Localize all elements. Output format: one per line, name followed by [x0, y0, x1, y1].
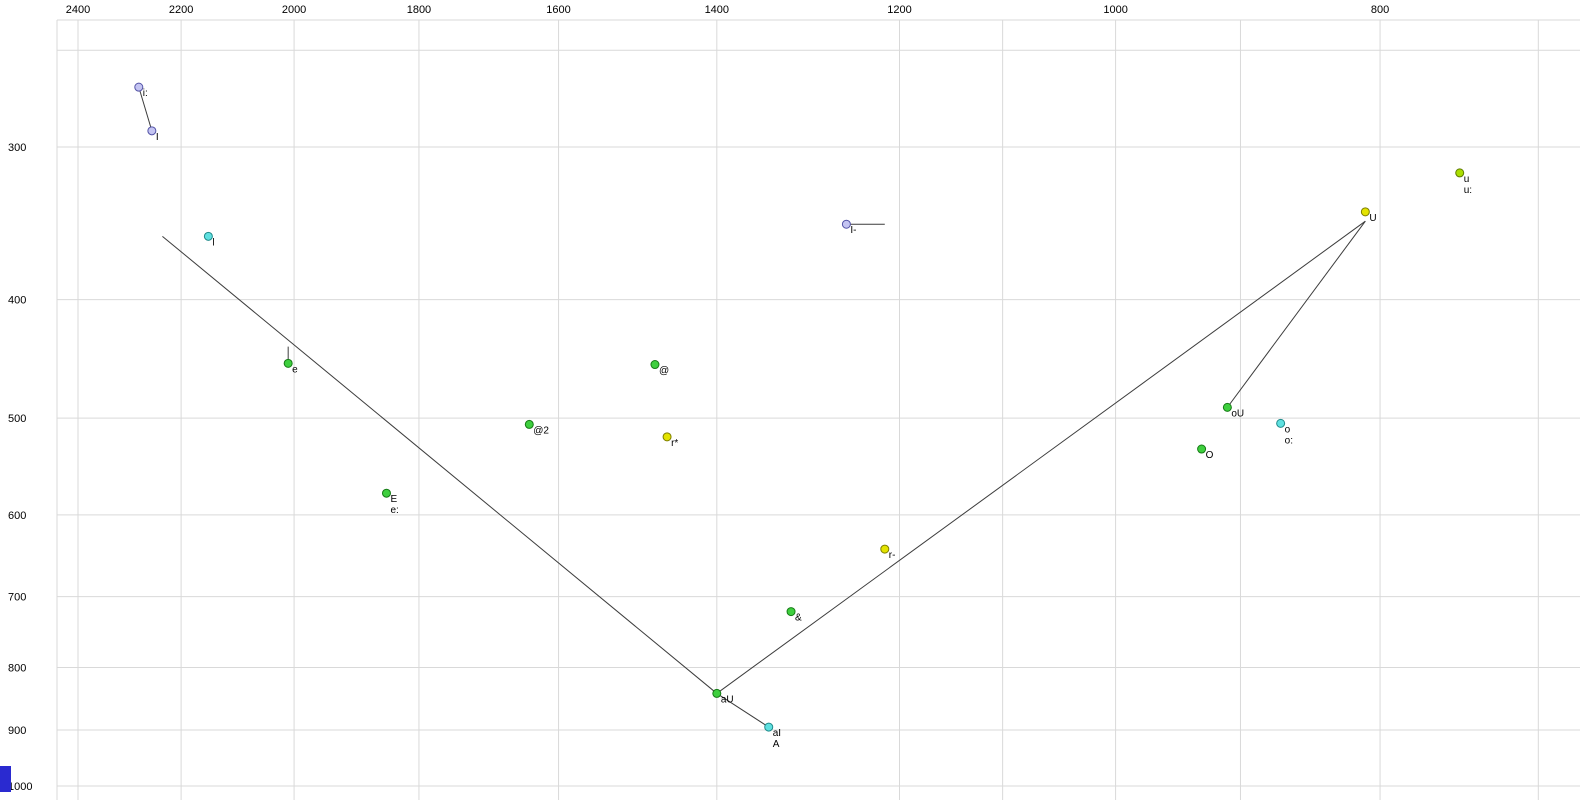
x-tick-label-1400: 1400 — [705, 4, 729, 16]
vowel-point-aU[interactable] — [712, 688, 722, 698]
vowel-label-aI-0: aI — [773, 728, 781, 739]
segment-U-to-oU — [1226, 220, 1366, 408]
vowel-point-E[interactable] — [381, 488, 391, 498]
vowel-point-r*[interactable] — [662, 432, 672, 442]
corner-marker — [0, 766, 11, 792]
vowel-point-@[interactable] — [650, 360, 660, 370]
x-tick-label-1600: 1600 — [546, 4, 570, 16]
vowel-point-&[interactable] — [786, 607, 796, 617]
vowel-point-O[interactable] — [1197, 444, 1207, 454]
x-tick-label-1200: 1200 — [887, 4, 911, 16]
vowel-label-@2-0: @2 — [533, 425, 549, 436]
y-tick-label-700: 700 — [8, 592, 26, 604]
x-tick-label-1800: 1800 — [407, 4, 431, 16]
vowel-label-e-0: e — [292, 364, 298, 375]
x-tick-label-1000: 1000 — [1103, 4, 1127, 16]
vowel-label-o:-1: o: — [1285, 435, 1293, 446]
vowel-point-l[interactable] — [203, 231, 213, 241]
x-tick-label-2000: 2000 — [282, 4, 306, 16]
segment-back-diagonal — [716, 220, 1366, 694]
vowel-point-r-[interactable] — [880, 544, 890, 554]
y-tick-label-900: 900 — [8, 725, 26, 737]
vowel-label-r*-0: r* — [671, 438, 678, 449]
vowel-point-i:[interactable] — [134, 82, 144, 92]
vowel-point-@2[interactable] — [524, 419, 534, 429]
vowel-label-i:-0: i: — [143, 88, 148, 99]
vowel-label-&-0: & — [795, 613, 802, 624]
vowel-point-o:[interactable] — [1276, 418, 1286, 428]
vowel-point-oU[interactable] — [1222, 402, 1232, 412]
vowel-label-I-0: I — [156, 132, 159, 143]
vowel-label-u:-1: u: — [1464, 185, 1472, 196]
y-tick-label-400: 400 — [8, 295, 26, 307]
y-tick-label-300: 300 — [8, 142, 26, 154]
segment-aU-to-aI — [716, 693, 769, 728]
segment-front-diagonal — [162, 235, 718, 694]
vowel-label-oU-0: oU — [1231, 408, 1244, 419]
vowel-label-E-1: e: — [390, 505, 398, 516]
vowel-label-aI-1: A — [773, 739, 780, 750]
y-tick-label-800: 800 — [8, 663, 26, 675]
segment-i-to-I — [138, 86, 153, 131]
x-tick-label-800: 800 — [1371, 4, 1389, 16]
vowel-point-I-[interactable] — [841, 219, 851, 229]
vowel-point-aI[interactable] — [764, 722, 774, 732]
vowel-label-@-0: @ — [659, 366, 669, 377]
vowel-label-u:-0: u — [1464, 174, 1470, 185]
vowel-label-l-0: l — [212, 237, 214, 248]
y-tick-label-500: 500 — [8, 413, 26, 425]
vowel-point-u:[interactable] — [1455, 168, 1465, 178]
y-tick-label-600: 600 — [8, 510, 26, 522]
x-tick-label-2200: 2200 — [169, 4, 193, 16]
vowel-point-U[interactable] — [1360, 207, 1370, 217]
x-tick-label-2400: 2400 — [66, 4, 90, 16]
vowel-point-e[interactable] — [283, 358, 293, 368]
vowel-label-U-0: U — [1369, 213, 1376, 224]
vowel-point-I[interactable] — [147, 126, 157, 136]
vowel-label-r--0: r- — [889, 550, 896, 561]
vowel-label-E-0: E — [390, 494, 397, 505]
vowel-label-aU-0: aU — [721, 694, 734, 705]
vowel-label-O-0: O — [1206, 450, 1214, 461]
vowel-label-o:-0: o — [1285, 424, 1291, 435]
y-tick-label-1000: 1000 — [8, 781, 32, 793]
vowel-label-I--0: I- — [850, 225, 856, 236]
